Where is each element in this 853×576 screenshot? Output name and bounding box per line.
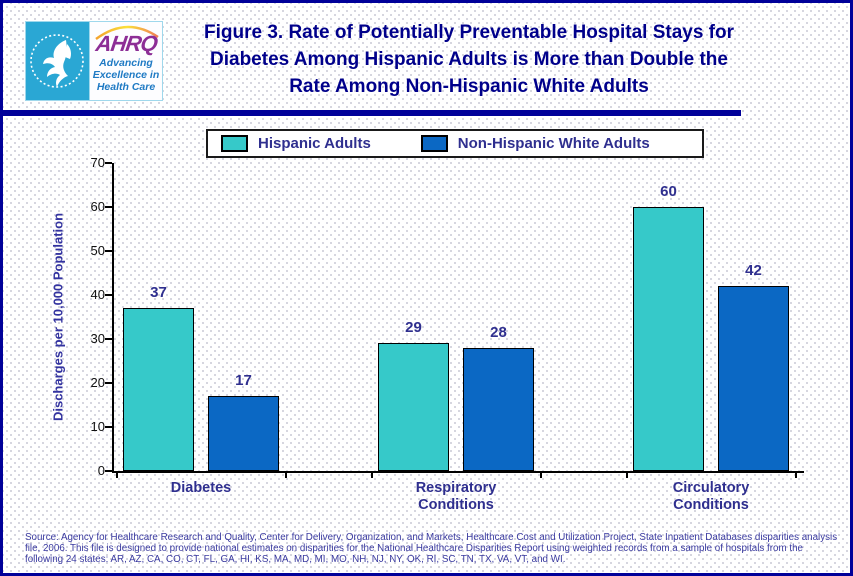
- x-tick-mark-respiratory-conditions-right: [540, 473, 542, 478]
- x-tick-mark-respiratory-conditions-left: [371, 473, 373, 478]
- bar-hispanic-adults-diabetes: [123, 308, 194, 471]
- bar-non-hispanic-white-adults-respiratory-conditions: [463, 348, 534, 471]
- category-label-circulatory-conditions: Circulatory Conditions: [672, 480, 750, 513]
- bar-value-hispanic-adults-diabetes: 37: [150, 284, 167, 301]
- y-tick-mark-10: [105, 426, 112, 428]
- figure-title-line-3: Rate Among Non-Hispanic White Adults: [289, 76, 649, 97]
- figure-title-line-2: Diabetes Among Hispanic Adults is More t…: [210, 49, 728, 70]
- figure-title-line-1: Figure 3. Rate of Potentially Preventabl…: [203, 22, 735, 43]
- figure-title: Figure 3. Rate of Potentially Preventabl…: [181, 19, 757, 100]
- bar-non-hispanic-white-adults-diabetes: [208, 396, 279, 471]
- legend-swatch-non-hispanic-white-adults: [420, 135, 448, 152]
- legend-item-hispanic-adults: Hispanic Adults: [221, 135, 371, 152]
- y-tick-mark-60: [105, 206, 112, 208]
- ahrq-tagline: Advancing Excellence in Health Care: [92, 57, 160, 93]
- y-tick-mark-70: [105, 162, 112, 164]
- bar-value-hispanic-adults-respiratory-conditions: 29: [405, 319, 422, 336]
- y-tick-label-60: 60: [90, 199, 105, 214]
- y-tick-label-20: 20: [90, 375, 105, 390]
- x-tick-mark-diabetes-right: [285, 473, 287, 478]
- hhs-eagle-icon: [30, 34, 84, 88]
- bar-hispanic-adults-circulatory-conditions: [633, 207, 704, 471]
- bar-hispanic-adults-respiratory-conditions: [378, 343, 449, 471]
- y-tick-label-30: 30: [90, 331, 105, 346]
- legend-label: Non-Hispanic White Adults: [457, 135, 650, 152]
- legend-item-non-hispanic-white-adults: Non-Hispanic White Adults: [420, 135, 650, 152]
- y-tick-mark-0: [105, 470, 112, 472]
- y-tick-mark-30: [105, 338, 112, 340]
- agency-logo: AHRQ Advancing Excellence in Health Care: [25, 21, 163, 101]
- ahrq-logo: AHRQ Advancing Excellence in Health Care: [89, 22, 162, 100]
- category-label-diabetes: Diabetes: [170, 480, 232, 496]
- y-tick-mark-50: [105, 250, 112, 252]
- y-tick-mark-20: [105, 382, 112, 384]
- category-label-respiratory-conditions: Respiratory Conditions: [415, 480, 497, 513]
- y-tick-label-40: 40: [90, 287, 105, 302]
- ahrq-wordmark: AHRQ: [93, 31, 159, 56]
- bar-value-non-hispanic-white-adults-diabetes: 17: [235, 372, 252, 389]
- rainbow-arc-icon: [95, 25, 159, 40]
- y-tick-label-0: 0: [97, 463, 105, 478]
- y-tick-label-70: 70: [90, 155, 105, 170]
- x-axis-line: [112, 471, 804, 473]
- y-axis-line: [112, 163, 114, 473]
- y-tick-mark-40: [105, 294, 112, 296]
- bar-value-hispanic-adults-circulatory-conditions: 60: [660, 183, 677, 200]
- y-tick-label-10: 10: [90, 419, 105, 434]
- bar-non-hispanic-white-adults-circulatory-conditions: [718, 286, 789, 471]
- legend-label: Hispanic Adults: [258, 135, 371, 152]
- x-tick-mark-diabetes-left: [116, 473, 118, 478]
- source-note: Source: Agency for Healthcare Research a…: [25, 532, 838, 565]
- y-axis-title: Discharges per 10,000 Population: [50, 212, 66, 422]
- bar-value-non-hispanic-white-adults-respiratory-conditions: 28: [490, 324, 507, 341]
- chart-legend: Hispanic Adults Non-Hispanic White Adult…: [206, 129, 704, 158]
- header-divider: [3, 110, 741, 116]
- bar-value-non-hispanic-white-adults-circulatory-conditions: 42: [745, 262, 762, 279]
- y-tick-label-50: 50: [90, 243, 105, 258]
- x-tick-mark-circulatory-conditions-right: [795, 473, 797, 478]
- x-tick-mark-circulatory-conditions-left: [626, 473, 628, 478]
- hhs-logo: [26, 22, 89, 100]
- legend-swatch-hispanic-adults: [221, 135, 248, 152]
